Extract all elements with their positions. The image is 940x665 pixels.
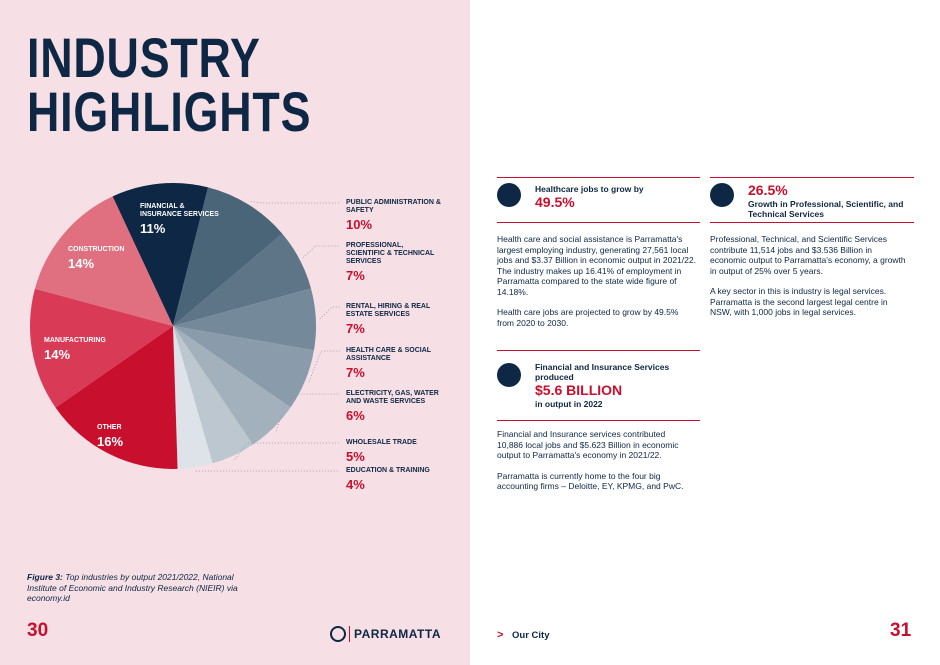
slice-label: CONSTRUCTION 14% [68, 246, 148, 271]
slice-label: OTHER 16% [97, 424, 177, 449]
card-value: 49.5% [535, 194, 575, 210]
page-number: 31 [890, 620, 912, 641]
card-header: Financial and Insurance Services produce… [535, 362, 675, 409]
pie-slice [173, 233, 311, 326]
pie-slice [173, 288, 316, 351]
leader-line [275, 393, 340, 431]
card-heading: Financial and Insurance Services produce… [535, 362, 670, 382]
category-name: PROFESSIONAL, SCIENTIFIC & TECHNICAL SER… [346, 242, 435, 265]
slice-label: WHOLESALE TRADE 5% [346, 439, 441, 464]
title: INDUSTRY [27, 26, 261, 89]
card-value: $5.6 BILLION [535, 382, 623, 398]
paragraph: Parramatta is currently home to the four… [497, 470, 684, 492]
slice-label: MANUFACTURING 14% [44, 337, 124, 362]
pie-slice [29, 288, 173, 408]
category-name: WHOLESALE TRADE [346, 439, 417, 446]
slice-label: HEALTH CARE & SOCIAL ASSISTANCE 7% [346, 347, 441, 380]
value-label: 16% [97, 434, 124, 449]
pie-slice [173, 326, 291, 445]
rule [497, 177, 700, 178]
card-body: Professional, Technical, and Scientific … [710, 234, 910, 328]
caption-text: Top industries by output 2021/2022, Nati… [27, 572, 238, 603]
card-body: Health care and social assistance is Par… [497, 234, 697, 338]
leader-line [302, 245, 340, 259]
rule [710, 177, 914, 178]
logo-divider [349, 626, 350, 642]
section-name: Our City [512, 630, 550, 641]
category-name: HEALTH CARE & SOCIAL ASSISTANCE [346, 347, 431, 362]
leader-line [308, 350, 340, 382]
value-label: 7% [346, 365, 365, 380]
slice-label: FINANCIAL & INSURANCE SERVICES 11% [140, 203, 220, 236]
card-body: Financial and Insurance services contrib… [497, 429, 687, 502]
category-name: FINANCIAL & INSURANCE SERVICES [140, 203, 219, 218]
caption-label: Figure 3: [27, 572, 63, 582]
pie-slice [173, 326, 314, 408]
paragraph: Professional, Technical, and Scientific … [710, 234, 906, 276]
title: HIGHLIGHTS [27, 80, 312, 143]
caption: Figure 3: Top industries by output 2021/… [27, 572, 247, 604]
paragraph: Financial and Insurance services contrib… [497, 429, 679, 460]
card-header: Healthcare jobs to grow by 49.5% [535, 184, 644, 211]
value-label: 11% [140, 221, 166, 236]
leader-line [250, 200, 340, 204]
pie-slice [55, 326, 178, 470]
card-heading: Healthcare jobs to grow by [535, 184, 644, 194]
pie-slice [173, 187, 283, 326]
value-label: 6% [346, 408, 365, 423]
rule [497, 350, 700, 351]
rule [497, 420, 700, 421]
category-name: MANUFACTURING [44, 337, 106, 344]
rule [497, 222, 700, 223]
pie-slice [173, 326, 253, 464]
slice-label: PUBLIC ADMINISTRATION & SAFETY 10% [346, 199, 441, 232]
logo: PARRAMATTA [354, 627, 441, 641]
card-header: 26.5% Growth in Professional, Scientific… [748, 182, 908, 219]
chevron: > [497, 629, 504, 641]
logo-icon [330, 626, 346, 642]
value-label: 7% [346, 268, 365, 283]
slice-label: EDUCATION & TRAINING 4% [346, 467, 441, 492]
category-name: RENTAL, HIRING & REAL ESTATE SERVICES [346, 303, 431, 318]
leader-line [234, 442, 340, 460]
category-name: ELECTRICITY, GAS, WATER AND WASTE SERVIC… [346, 390, 439, 405]
card-after: in output in 2022 [535, 399, 603, 409]
card-heading: Growth in Professional, Scientific, and … [748, 199, 904, 219]
pie-slice [34, 196, 174, 326]
icon [710, 183, 734, 207]
paragraph: A key sector in this is industry is lega… [710, 286, 888, 317]
value-label: 14% [44, 347, 71, 362]
paragraph: Health care jobs are projected to grow b… [497, 307, 679, 328]
value-label: 4% [346, 477, 365, 492]
paragraph: Health care and social assistance is Par… [497, 234, 696, 297]
value-label: 10% [346, 217, 373, 232]
pie-chart [29, 183, 340, 472]
icon [497, 183, 521, 207]
value-label: 5% [346, 449, 365, 464]
slice-label: RENTAL, HIRING & REAL ESTATE SERVICES 7% [346, 303, 441, 336]
category-name: EDUCATION & TRAINING [346, 467, 430, 474]
pie-slice [112, 183, 209, 326]
category-name: PUBLIC ADMINISTRATION & SAFETY [346, 199, 441, 214]
card-value: 26.5% [748, 182, 788, 198]
leader-line [319, 306, 340, 320]
value-label: 7% [346, 321, 365, 336]
rule [710, 222, 914, 223]
icon [497, 363, 521, 387]
page-number: 30 [27, 620, 49, 641]
category-name: CONSTRUCTION [68, 246, 125, 253]
category-name: OTHER [97, 424, 122, 431]
slice-label: PROFESSIONAL, SCIENTIFIC & TECHNICAL SER… [346, 242, 441, 283]
value-label: 14% [68, 256, 95, 271]
slice-label: ELECTRICITY, GAS, WATER AND WASTE SERVIC… [346, 390, 441, 423]
pie-slice [173, 326, 213, 469]
